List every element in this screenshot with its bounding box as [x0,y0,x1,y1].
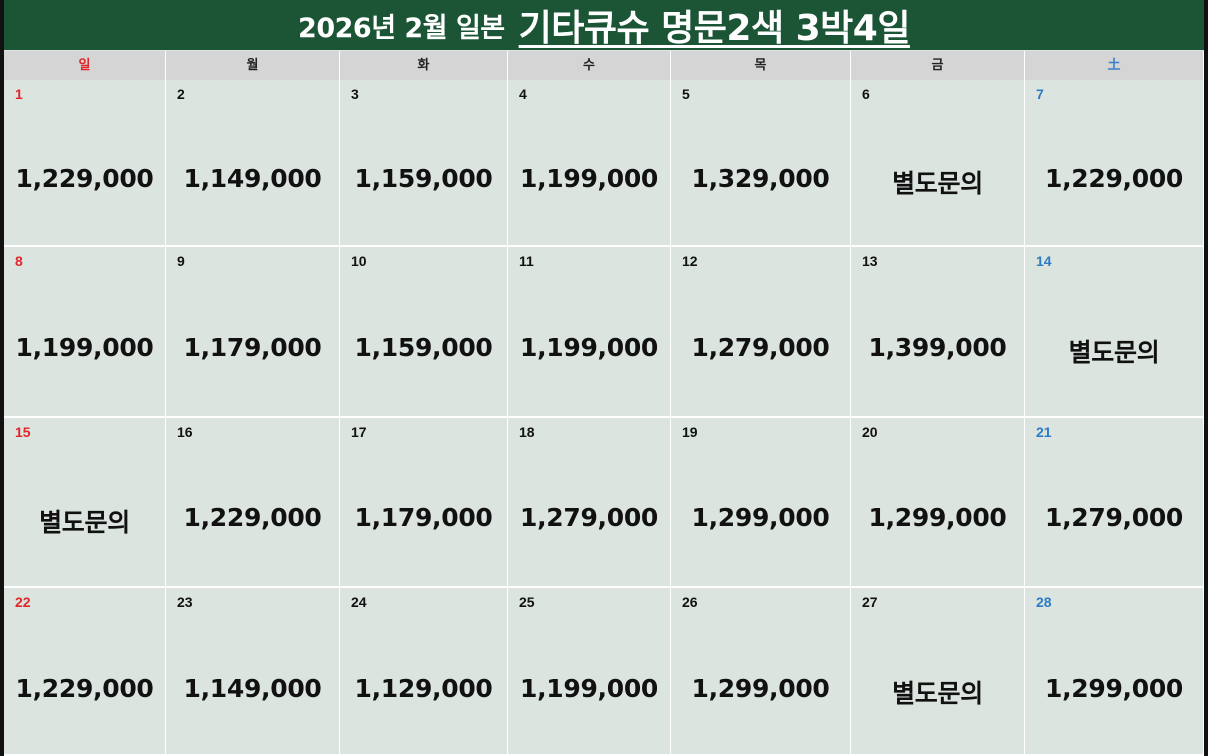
day-price: 1,279,000 [1044,503,1184,532]
day-number: 17 [351,424,367,440]
calendar-day-cell[interactable]: 25 1,199,000 [508,588,671,756]
day-number: 15 [15,424,31,440]
day-number: 3 [351,86,359,102]
day-price: 1,179,000 [183,333,322,362]
calendar-day-cell[interactable]: 10 1,159,000 [340,247,508,418]
calendar-day-cell[interactable]: 28 1,299,000 [1025,588,1204,756]
day-number: 28 [1036,594,1052,610]
day-number: 22 [15,594,31,610]
calendar-day-cell[interactable]: 14 별도문의 [1025,247,1204,418]
calendar-day-cell[interactable]: 15 별도문의 [4,418,166,588]
day-number: 24 [351,594,367,610]
calendar-day-cell[interactable]: 23 1,149,000 [166,588,340,756]
calendar-day-cell[interactable]: 18 1,279,000 [508,418,671,588]
day-number: 11 [519,253,534,269]
title-main: 기타큐슈 명문2색 3박4일 [518,8,911,49]
weekday-label: 금 [851,51,1025,80]
calendar-day-cell[interactable]: 3 1,159,000 [340,80,508,247]
day-price: 1,299,000 [1044,674,1184,703]
day-price: 별도문의 [39,508,130,537]
day-number: 18 [519,424,535,440]
day-price: 1,299,000 [868,503,1007,532]
day-price: 1,279,000 [691,333,830,362]
calendar-day-cell[interactable]: 8 1,199,000 [4,247,166,418]
calendar-day-cell[interactable]: 13 1,399,000 [851,247,1025,418]
day-price: 별도문의 [892,679,983,708]
day-price: 1,229,000 [15,674,154,703]
weekday-label: 일 [4,51,166,80]
calendar-day-cell[interactable]: 17 1,179,000 [340,418,508,588]
day-number: 16 [177,424,193,440]
calendar-day-cell[interactable]: 12 1,279,000 [671,247,851,418]
day-price: 1,199,000 [519,674,659,703]
title-prefix: 2026년 2월 일본 [298,12,505,44]
day-number: 27 [862,594,878,610]
calendar-day-cell[interactable]: 24 1,129,000 [340,588,508,756]
calendar-day-cell[interactable]: 9 1,179,000 [166,247,340,418]
calendar-day-cell[interactable]: 21 1,279,000 [1025,418,1204,588]
day-number: 10 [351,253,367,269]
calendar-day-cell[interactable]: 16 1,229,000 [166,418,340,588]
calendar-day-cell[interactable]: 5 1,329,000 [671,80,851,247]
day-price: 1,199,000 [15,333,154,362]
day-number: 20 [862,424,878,440]
weekday-label: 수 [508,51,671,80]
day-price: 별도문의 [1068,338,1160,367]
day-number: 21 [1036,424,1052,440]
calendar-day-cell[interactable]: 6 별도문의 [851,80,1025,247]
calendar-day-cell[interactable]: 20 1,299,000 [851,418,1025,588]
day-price: 1,329,000 [691,164,830,193]
calendar-day-cell[interactable]: 27 별도문의 [851,588,1025,756]
calendar-day-cell[interactable]: 7 1,229,000 [1025,80,1204,247]
weekday-label: 土 [1025,51,1204,80]
day-number: 4 [519,86,527,102]
calendar-day-cell[interactable]: 19 1,299,000 [671,418,851,588]
day-number: 14 [1036,253,1052,269]
weekday-label: 월 [166,51,340,80]
day-price: 1,299,000 [691,674,830,703]
day-number: 2 [177,86,185,102]
calendar-day-cell[interactable]: 4 1,199,000 [508,80,671,247]
day-price: 1,129,000 [354,674,493,703]
day-number: 6 [862,86,870,102]
day-price: 별도문의 [892,169,983,198]
day-price: 1,229,000 [1044,164,1184,193]
day-number: 19 [682,424,698,440]
weekday-label: 화 [340,51,508,80]
day-price: 1,199,000 [519,164,659,193]
day-number: 26 [682,594,698,610]
title-bar: 2026년 2월 일본 기타큐슈 명문2색 3박4일 [4,0,1204,50]
day-number: 9 [177,253,185,269]
day-price: 1,279,000 [519,503,659,532]
day-price: 1,199,000 [519,333,659,362]
weekday-label: 목 [671,51,851,80]
day-number: 8 [15,253,23,269]
day-price: 1,159,000 [354,333,493,362]
day-price: 1,149,000 [183,674,322,703]
calendar-day-cell[interactable]: 2 1,149,000 [166,80,340,247]
calendar-day-cell[interactable]: 26 1,299,000 [671,588,851,756]
day-price: 1,149,000 [183,164,322,193]
day-price: 1,179,000 [354,503,493,532]
calendar-day-cell[interactable]: 1 1,229,000 [4,80,166,247]
day-price: 1,159,000 [354,164,493,193]
day-number: 5 [682,86,690,102]
day-price: 1,299,000 [691,503,830,532]
day-number: 1 [15,86,23,102]
day-price: 1,229,000 [15,164,154,193]
calendar-day-cell[interactable]: 11 1,199,000 [508,247,671,418]
day-number: 7 [1036,86,1044,102]
day-price: 1,399,000 [868,333,1007,362]
day-number: 12 [682,253,698,269]
calendar-day-cell[interactable]: 22 1,229,000 [4,588,166,756]
day-price: 1,229,000 [183,503,322,532]
day-number: 13 [862,253,878,269]
day-number: 23 [177,594,193,610]
day-number: 25 [519,594,535,610]
